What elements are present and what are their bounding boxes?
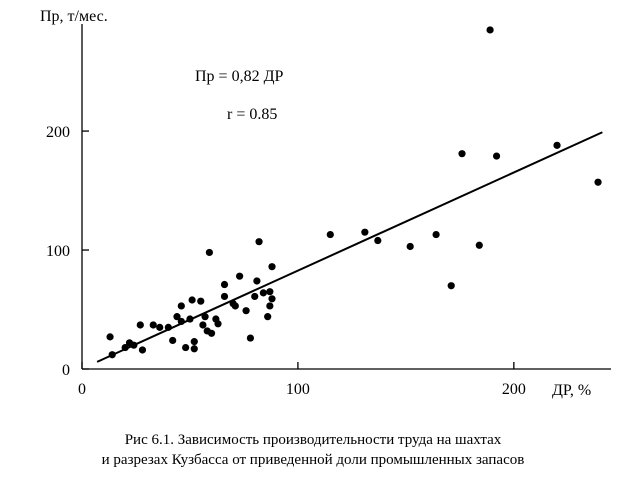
data-point — [259, 289, 267, 297]
data-point — [432, 230, 440, 239]
data-point — [246, 334, 255, 342]
data-point — [173, 313, 181, 321]
data-point — [207, 329, 216, 337]
data-point — [251, 292, 259, 301]
data-point — [475, 241, 483, 249]
data-point — [220, 292, 229, 301]
y-axis-title: Пр, т/мес. — [40, 8, 108, 25]
data-point — [458, 150, 466, 158]
data-point — [136, 321, 144, 329]
x-tick-label: 0 — [78, 381, 86, 398]
data-point — [188, 296, 196, 304]
y-tick-label: 200 — [46, 124, 70, 141]
data-point — [268, 295, 276, 303]
data-point — [255, 238, 263, 246]
regression-line — [96, 131, 603, 363]
data-point — [231, 302, 239, 310]
data-point — [406, 242, 414, 251]
data-point — [374, 236, 382, 245]
figure-caption-line-1: Рис 6.1. Зависимость производительности … — [124, 432, 502, 448]
data-point — [138, 346, 147, 354]
data-point — [553, 141, 561, 149]
data-point — [197, 297, 205, 305]
data-point — [266, 288, 274, 296]
data-point — [486, 26, 494, 34]
data-point — [182, 343, 190, 352]
data-point — [205, 248, 213, 257]
data-point — [220, 280, 229, 289]
data-point — [177, 302, 185, 310]
x-tick-label: 100 — [286, 381, 310, 398]
data-point — [264, 313, 272, 321]
data-point — [149, 321, 157, 329]
correlation-coefficient: r = 0.85 — [227, 106, 277, 123]
x-axis-title: ДР, % — [552, 382, 591, 399]
data-point — [106, 333, 114, 341]
y-tick-label: 100 — [46, 243, 70, 260]
data-point — [201, 313, 209, 321]
x-tick-label: 200 — [502, 381, 526, 398]
data-point — [190, 345, 198, 353]
data-point — [253, 277, 261, 285]
data-point — [190, 338, 198, 346]
data-point — [214, 320, 222, 328]
data-point — [447, 282, 455, 290]
data-point — [156, 323, 164, 331]
regression-equation: Пр = 0,82 ДР — [195, 68, 283, 85]
data-point — [199, 321, 207, 329]
data-point — [326, 230, 334, 239]
data-point — [169, 336, 177, 345]
data-point — [594, 178, 602, 186]
data-point — [268, 263, 276, 271]
figure-caption-line-2: и разрезах Кузбасса от приведенной доли … — [101, 452, 525, 468]
data-point — [492, 152, 501, 160]
data-point — [266, 302, 274, 310]
data-point — [242, 307, 250, 315]
y-tick-label: 0 — [62, 362, 70, 379]
data-point — [236, 272, 244, 280]
data-point — [361, 228, 369, 236]
